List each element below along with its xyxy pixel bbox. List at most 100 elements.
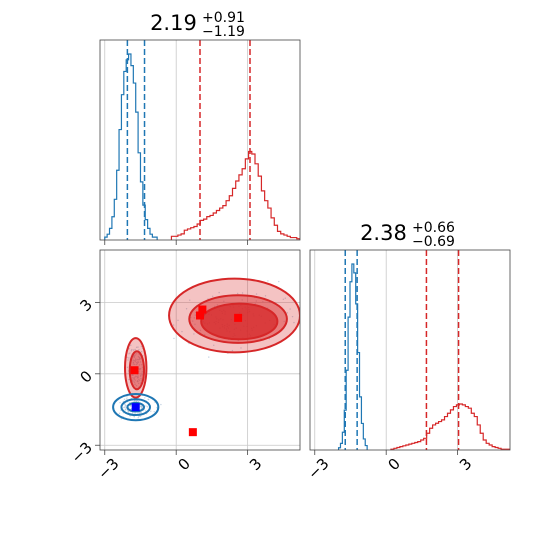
contour-level-2 — [120, 398, 151, 416]
histogram-step — [390, 403, 510, 450]
sample-point — [126, 396, 128, 398]
sample-point — [289, 308, 291, 310]
sample-point — [140, 374, 142, 377]
sample-point — [255, 300, 257, 302]
sample-point — [138, 364, 141, 366]
sample-point — [194, 314, 197, 316]
sample-point — [141, 373, 143, 375]
sample-point — [153, 410, 155, 413]
contour-level-1 — [112, 393, 160, 422]
sample-point — [236, 292, 239, 295]
sample-point — [211, 295, 214, 297]
axes-frame — [99, 249, 301, 451]
sample-point — [138, 415, 140, 418]
sample-point — [137, 380, 139, 383]
sample-point — [189, 299, 191, 301]
sample-point — [135, 384, 138, 387]
sample-point — [134, 379, 136, 381]
axes-frame — [99, 39, 301, 241]
sample-point — [132, 380, 134, 382]
sample-point — [140, 345, 143, 348]
sample-point — [124, 403, 126, 405]
sample-point — [269, 301, 271, 304]
sample-point — [140, 363, 143, 366]
sample-point — [137, 361, 140, 363]
sample-point — [199, 329, 202, 331]
sample-point — [286, 312, 289, 314]
sample-point — [136, 376, 139, 378]
sample-point — [132, 361, 134, 363]
sample-point — [139, 379, 141, 382]
sample-point — [140, 405, 142, 408]
sample-point — [278, 280, 280, 283]
joint-panel: −3 0 3−303 — [68, 249, 301, 483]
sample-point — [146, 406, 149, 408]
title-1-lower: −1.19 — [202, 24, 245, 40]
sample-point — [223, 300, 225, 302]
sample-point — [130, 350, 133, 352]
sample-point — [144, 397, 146, 399]
sample-point — [133, 363, 136, 366]
title-2-lower: −0.69 — [412, 234, 455, 250]
sample-point — [123, 406, 125, 409]
sample-point — [218, 291, 220, 294]
sample-point — [138, 349, 140, 351]
sample-point — [136, 400, 138, 402]
sample-point — [267, 280, 269, 282]
sample-point — [145, 405, 147, 407]
sample-point — [213, 344, 215, 346]
sample-point — [181, 330, 183, 333]
sample-point — [192, 320, 194, 322]
sample-point — [141, 405, 143, 408]
sample-point — [177, 319, 179, 322]
title-2-value: 2.38 — [360, 221, 407, 245]
sample-point — [133, 356, 136, 358]
histogram-step — [337, 263, 368, 450]
sample-point — [208, 356, 210, 358]
sample-point — [141, 366, 144, 369]
sample-point — [125, 404, 127, 407]
square-marker — [234, 313, 243, 322]
sample-point — [138, 378, 140, 381]
grid — [314, 250, 459, 450]
sample-point — [134, 400, 136, 403]
sample-point — [139, 415, 142, 418]
sample-point — [133, 381, 136, 383]
sample-point — [138, 358, 141, 361]
sample-point — [137, 416, 139, 419]
title-1-upper: +0.91 — [202, 10, 245, 26]
sample-point — [136, 358, 139, 361]
sample-point — [119, 401, 121, 404]
sample-point — [240, 347, 242, 349]
sample-point — [135, 375, 138, 378]
sample-point — [134, 354, 136, 356]
sample-point — [203, 333, 206, 336]
sample-point — [132, 363, 134, 365]
sample-point — [134, 376, 136, 379]
marginal-x-panel — [99, 39, 301, 245]
sample-point — [293, 321, 295, 324]
sample-point — [133, 359, 136, 362]
sample-point — [190, 316, 192, 319]
sample-point — [134, 348, 136, 351]
sample-point — [134, 358, 137, 360]
sample-point — [262, 301, 264, 303]
sample-point — [133, 355, 135, 357]
sample-point — [124, 409, 127, 411]
sample-point — [129, 352, 131, 354]
sample-point — [173, 337, 175, 340]
sample-point — [135, 353, 137, 355]
marginal-x-histograms — [104, 40, 300, 240]
sample-point — [150, 410, 152, 412]
sample-point — [128, 378, 130, 381]
sample-point — [133, 377, 135, 379]
sample-point — [134, 412, 136, 414]
sample-point — [172, 324, 175, 326]
sample-point — [135, 346, 138, 349]
square-marker — [131, 403, 140, 412]
sample-point — [135, 361, 138, 364]
square-marker — [196, 311, 204, 320]
sample-point — [131, 412, 134, 414]
